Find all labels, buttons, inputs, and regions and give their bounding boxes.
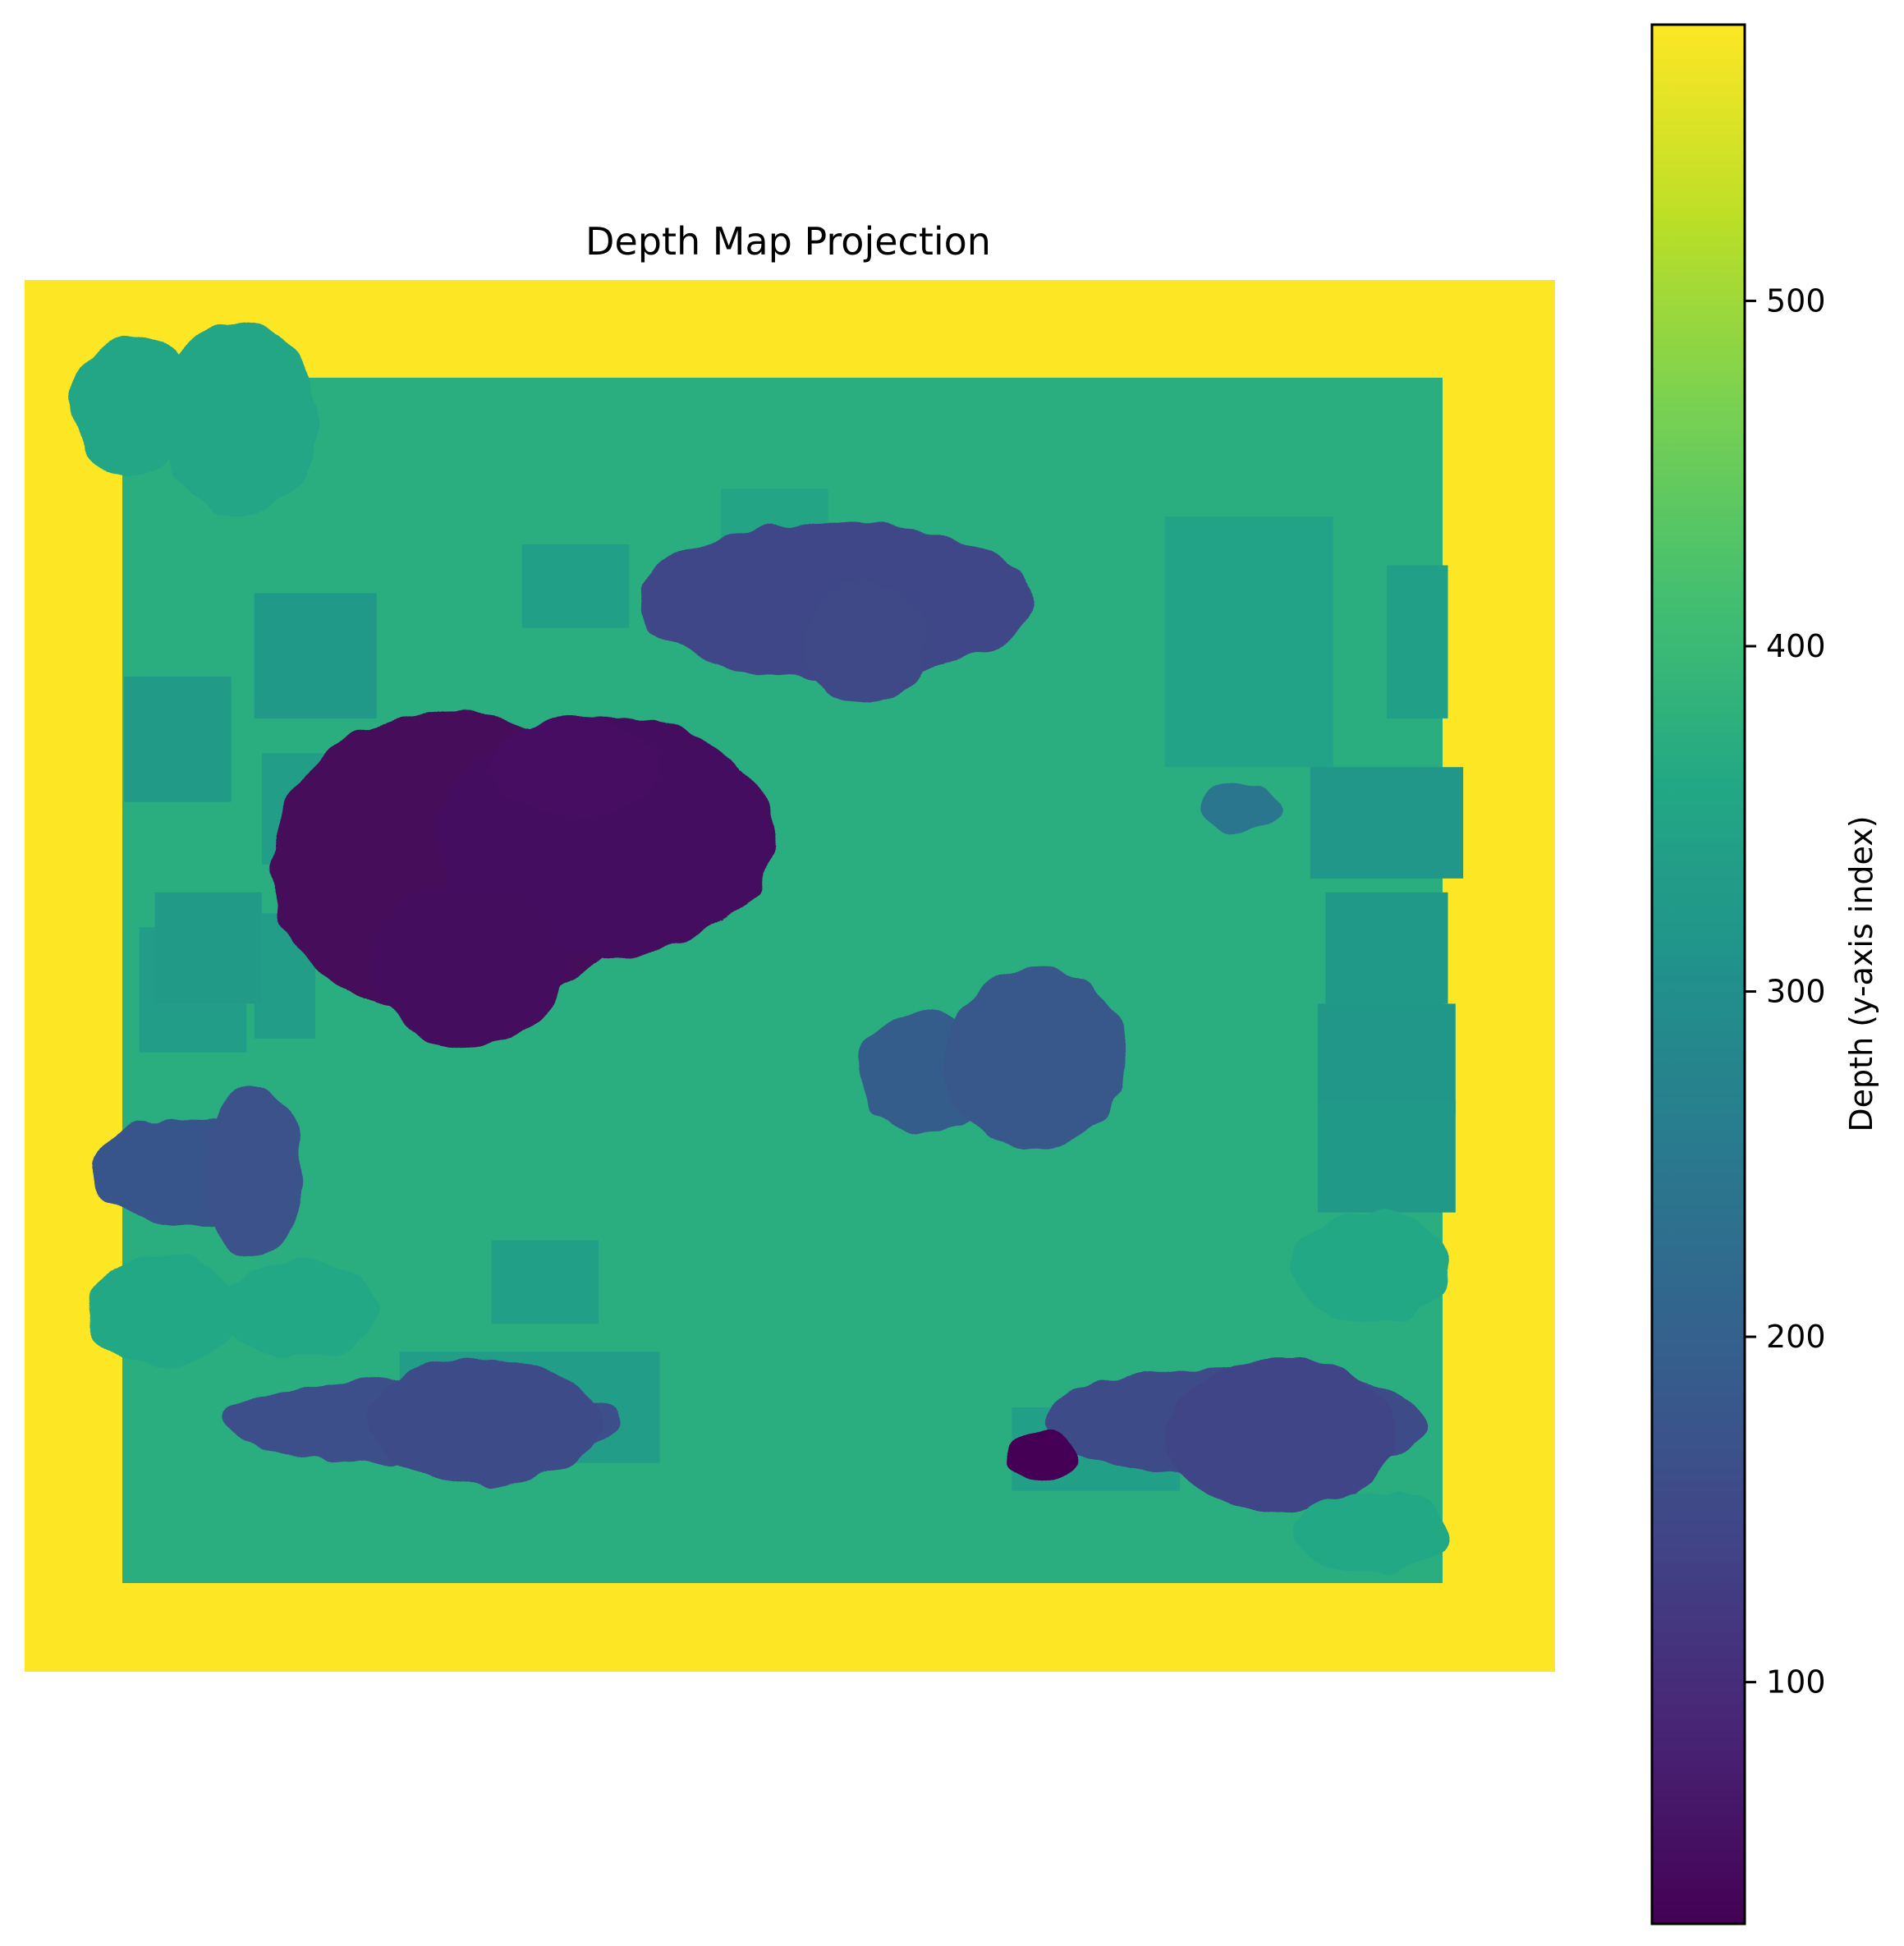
heatmap-blob-region [491,718,660,816]
heatmap-blob-region [369,878,568,1046]
heatmap-blob-region [943,969,1127,1150]
heatmap-rect-region [1325,892,1448,1004]
colorbar-tick-label: 400 [1766,628,1826,664]
heatmap-blob-region [223,1260,377,1359]
heatmap-image [25,280,1555,1672]
heatmap-rect-region [1386,565,1448,718]
colorbar-tick-label: 200 [1766,1319,1826,1355]
colorbar: 100 200 300 400 500 Depth (y-axis index) [1650,23,1879,1925]
heatmap-blob-region [805,579,928,705]
heatmap-blob-region [1295,1490,1448,1575]
heatmap-blob-region [70,335,194,475]
colorbar-tick-label: 500 [1766,282,1826,319]
heatmap-rect-region [1318,1003,1456,1115]
colorbar-tick-label: 300 [1766,974,1826,1010]
chart-title: Depth Map Projection [585,219,991,264]
heatmap-blob-region [1295,1212,1448,1324]
heatmap-rect-region [1318,1101,1456,1213]
heatmap-blob-region [1164,1358,1395,1512]
heatmap-rect-region [124,677,232,802]
heatmap-rect-region [154,892,262,1004]
heatmap-rect-region [1310,767,1464,879]
colorbar-label: Depth (y-axis index) [1843,815,1879,1131]
heatmap-rect-region [1164,516,1333,768]
colorbar-ticks: 100 200 300 400 500 [1745,282,1826,1700]
heatmap-rect-region [254,593,377,718]
heatmap-blob-region [369,1358,599,1485]
heatmap-blob-region [1008,1430,1076,1481]
heatmap-rect-region [521,544,630,628]
heatmap-blob-region [162,321,316,517]
heatmap-blob-region [85,1254,239,1366]
heatmap-blob-region [1203,783,1280,834]
colorbar-tick-label: 100 [1766,1664,1826,1700]
heatmap-blob-region [204,1087,305,1255]
heatmap-regions [70,321,1464,1575]
heatmap-rect-region [491,1240,599,1324]
colorbar-gradient [1650,23,1746,1925]
